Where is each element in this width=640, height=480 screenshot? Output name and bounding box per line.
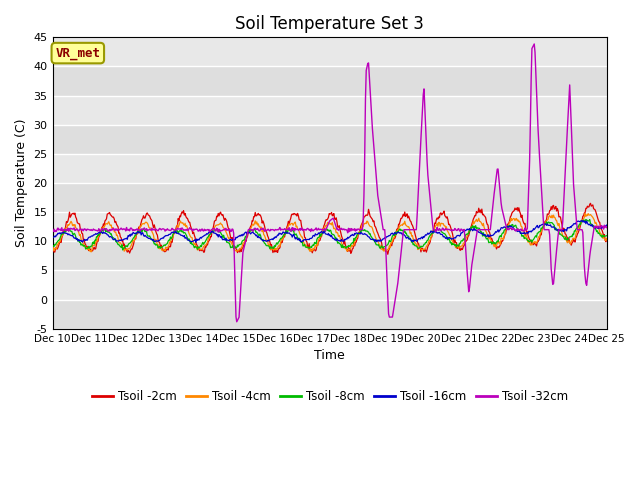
Bar	[52, 271, 607, 300]
Bar	[52, 66, 607, 96]
Bar	[52, 96, 607, 125]
Bar	[52, 241, 607, 271]
Bar	[52, 154, 607, 183]
Y-axis label: Soil Temperature (C): Soil Temperature (C)	[15, 119, 28, 247]
Text: VR_met: VR_met	[55, 47, 100, 60]
Bar	[52, 183, 607, 212]
Bar	[52, 212, 607, 241]
X-axis label: Time: Time	[314, 349, 345, 362]
Title: Soil Temperature Set 3: Soil Temperature Set 3	[235, 15, 424, 33]
Legend: Tsoil -2cm, Tsoil -4cm, Tsoil -8cm, Tsoil -16cm, Tsoil -32cm: Tsoil -2cm, Tsoil -4cm, Tsoil -8cm, Tsoi…	[87, 385, 572, 408]
Bar	[52, 300, 607, 329]
Bar	[52, 125, 607, 154]
Bar	[52, 37, 607, 66]
